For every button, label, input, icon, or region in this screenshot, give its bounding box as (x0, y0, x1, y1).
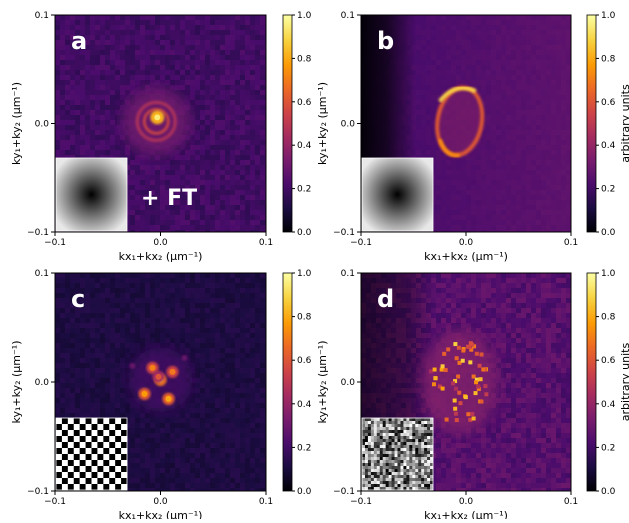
y-tick-label: 0.0 (341, 378, 356, 388)
colorbar-tick-label: 0.8 (601, 54, 616, 64)
x-tick-label: 0.1 (564, 497, 578, 507)
y-axis-label: ky₁+ky₂ (μm⁻¹) (316, 340, 329, 423)
colorbar-tick-label: 1.0 (297, 11, 312, 21)
panel-c: c −0.1 0.0 0.1 0.1 0.0 −0.1 kx₁+kx₂ (μm⁻¹) ky₁+k… (10, 269, 312, 519)
colorbar-tick-label: 0.6 (601, 98, 616, 108)
colorbar-tick-label: 0.4 (601, 141, 616, 151)
y-tick-label: 0.1 (341, 269, 355, 279)
panel-letter: c (71, 285, 85, 313)
y-tick-label: −0.1 (333, 487, 355, 497)
y-tick-label: 0.1 (341, 11, 355, 21)
x-axis-label: kx₁+kx₂ (μm⁻¹) (424, 250, 508, 263)
colorbar-tick-label: 1.0 (601, 11, 616, 21)
x-tick-label: −0.1 (350, 238, 372, 248)
x-tick-label: 0.0 (153, 497, 168, 507)
colorbar-tick-label: 0.8 (297, 313, 312, 323)
colorbar-d: 1.0 0.8 0.6 0.4 0.2 0.0 arbitrary units (587, 269, 629, 497)
colorbar-b: 1.0 0.8 0.6 0.4 0.2 0.0 arbitrary units (587, 11, 629, 238)
colorbar-label: arbitrary units (619, 343, 629, 422)
y-axis-label: ky₁+ky₂ (μm⁻¹) (10, 82, 23, 165)
panel-d: d −0.1 0.0 0.1 0.1 0.0 −0.1 kx₁+kx₂ (μm⁻¹) ky₁+k… (316, 269, 629, 519)
x-tick-label: 0.1 (564, 238, 578, 248)
y-axis-label: ky₁+ky₂ (μm⁻¹) (10, 340, 23, 423)
colorbar-tick-label: 0.2 (601, 185, 615, 195)
colorbar-tick-label: 0.6 (297, 98, 312, 108)
colorbar-a: 1.0 0.8 0.6 0.4 0.2 0.0 (283, 11, 312, 238)
panel-letter: b (377, 27, 394, 55)
x-axis-label: kx₁+kx₂ (μm⁻¹) (119, 509, 203, 519)
x-tick-label: −0.1 (44, 497, 66, 507)
colorbar-tick-label: 1.0 (297, 269, 312, 279)
colorbar-tick-label: 0.0 (601, 228, 616, 238)
colorbar-tick-label: 0.2 (297, 185, 311, 195)
x-tick-label: −0.1 (350, 497, 372, 507)
x-tick-label: 0.1 (259, 497, 273, 507)
panel-a: a + FT −0.1 0.0 0.1 0.1 0.0 −0.1 kx₁+kx₂ (μm⁻¹) k… (10, 11, 312, 263)
colorbar-tick-label: 0.4 (601, 400, 616, 410)
colorbar-tick-label: 0.4 (297, 400, 312, 410)
x-tick-label: 0.1 (259, 238, 273, 248)
x-axis-label: kx₁+kx₂ (μm⁻¹) (119, 250, 203, 263)
y-tick-label: 0.1 (35, 269, 49, 279)
colorbar-tick-label: 0.0 (297, 228, 312, 238)
y-tick-label: −0.1 (27, 228, 49, 238)
inset-b (362, 158, 433, 231)
x-tick-label: 0.0 (153, 238, 168, 248)
colorbar-tick-label: 0.4 (297, 141, 312, 151)
inset-d (362, 418, 433, 490)
colorbar-tick-label: 1.0 (601, 269, 616, 279)
colorbar-c: 1.0 0.8 0.6 0.4 0.2 0.0 (283, 269, 312, 497)
colorbar-tick-label: 0.6 (601, 356, 616, 366)
x-axis-label: kx₁+kx₂ (μm⁻¹) (424, 509, 508, 519)
y-tick-label: 0.0 (341, 120, 356, 130)
colorbar-tick-label: 0.0 (297, 487, 312, 497)
colorbar-tick-label: 0.8 (601, 313, 616, 323)
y-tick-label: 0.0 (35, 378, 50, 388)
x-tick-label: 0.0 (459, 238, 474, 248)
inset-a (56, 158, 127, 231)
y-axis-label: ky₁+ky₂ (μm⁻¹) (316, 82, 329, 165)
panel-b: b −0.1 0.0 0.1 0.1 0.0 −0.1 kx₁+kx₂ (μm⁻¹) ky₁+k… (316, 11, 629, 263)
colorbar-label: arbitrary units (619, 84, 629, 163)
y-tick-label: 0.1 (35, 11, 49, 21)
x-tick-label: −0.1 (44, 238, 66, 248)
colorbar-tick-label: 0.2 (297, 443, 311, 453)
panel-letter: a (71, 27, 87, 55)
ft-annotation: + FT (141, 186, 197, 211)
colorbar-tick-label: 0.6 (297, 356, 312, 366)
y-tick-label: −0.1 (27, 487, 49, 497)
y-tick-label: 0.0 (35, 120, 50, 130)
y-tick-label: −0.1 (333, 228, 355, 238)
x-tick-label: 0.0 (459, 497, 474, 507)
colorbar-tick-label: 0.0 (601, 487, 616, 497)
colorbar-tick-label: 0.8 (297, 54, 312, 64)
inset-c (56, 418, 127, 490)
colorbar-tick-label: 0.2 (601, 443, 615, 453)
panel-letter: d (377, 285, 394, 313)
